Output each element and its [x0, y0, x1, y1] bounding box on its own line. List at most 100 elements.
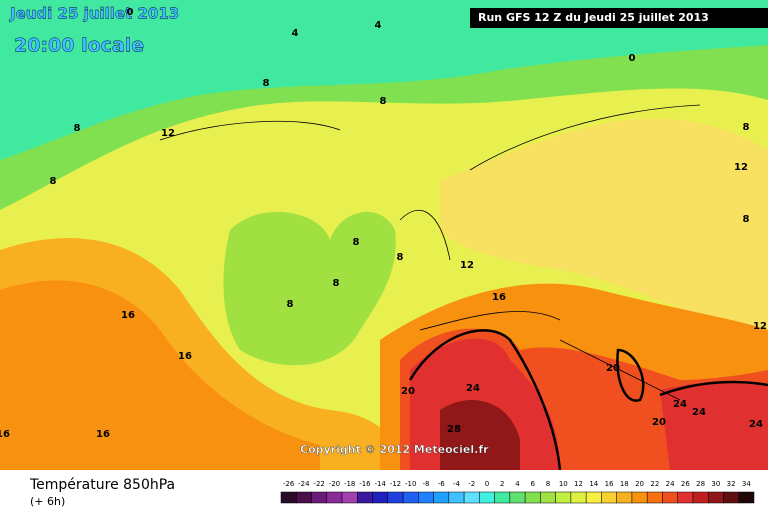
legend-tick: 32 [727, 480, 736, 488]
legend-swatch [585, 491, 602, 504]
contour-label: 8 [743, 214, 750, 225]
time: 20:00 locale [14, 35, 144, 57]
legend-tick: 10 [559, 480, 568, 488]
run-box [470, 8, 768, 28]
contour-label: 12 [753, 321, 767, 332]
contour-label: 8 [333, 278, 340, 289]
contour-20 [408, 329, 768, 471]
legend-swatch [387, 491, 404, 504]
legend-tick: 8 [546, 480, 550, 488]
legend-tick: -16 [359, 480, 371, 488]
legend-swatch [540, 491, 556, 504]
legend-swatch [524, 491, 541, 504]
legend-swatch [326, 491, 343, 504]
contour-label: 8 [287, 299, 294, 310]
legend-swatch [280, 491, 297, 504]
legend-swatch [692, 491, 709, 504]
contour-label: 8 [263, 78, 270, 89]
contour-label: 24 [673, 399, 687, 410]
contour-label: 16 [96, 429, 110, 440]
contour-label: 20 [652, 417, 666, 428]
legend-tick: 6 [531, 480, 536, 488]
legend-swatch [357, 491, 373, 504]
legend-swatch [646, 491, 663, 504]
legend-tick: 0 [485, 480, 489, 488]
legend-tick: 2 [500, 480, 504, 488]
legend-swatch [616, 491, 633, 504]
coastlines [159, 104, 701, 401]
legend-tick: 12 [574, 480, 583, 488]
legend-swatch [494, 491, 511, 504]
legend-swatch [738, 491, 755, 504]
legend-swatch [341, 491, 358, 504]
legend-tick: 16 [605, 480, 614, 488]
legend-tick: 14 [589, 480, 598, 488]
region [440, 400, 520, 470]
legend-swatch [372, 491, 389, 504]
footer-title: Température 850hPa [29, 477, 175, 493]
date: Jeudi 25 juillet 2013 [9, 5, 179, 23]
contour-label: 4 [375, 20, 382, 31]
contour-label: 24 [692, 407, 706, 418]
contour-labels: 0 4 4 0 8 8 8 12 8 8 12 8 8 8 12 8 8 16 12 16 16 20 20 24 24 24 28… [0, 7, 767, 440]
contour-label: 16 [0, 429, 10, 440]
legend-tick: 24 [666, 480, 675, 488]
contour-label: 12 [460, 260, 474, 271]
legend-swatch [677, 491, 694, 504]
legend-swatch [707, 491, 724, 504]
contour-label: 8 [353, 237, 360, 248]
contour-label: 8 [397, 252, 404, 263]
legend-tick: -24 [298, 480, 310, 488]
region [0, 280, 320, 470]
legend: -26 -24 -22 -20 -18 -16 -14 -12 -10 -8 -6 -4 -2 0 2 4 6 8… [280, 480, 755, 504]
legend-tick: 30 [711, 480, 720, 488]
legend-tick: -12 [390, 480, 401, 488]
contour-label: 28 [447, 424, 461, 435]
legend-tick: 18 [620, 480, 629, 488]
contour-label: 24 [466, 383, 480, 394]
legend-swatch [555, 491, 572, 504]
legend-tick: 4 [515, 480, 520, 488]
copyright: Copyright © 2012 Meteociel.fr [300, 443, 489, 456]
legend-tick: -10 [405, 480, 416, 488]
region [440, 118, 768, 340]
legend-swatch [509, 491, 526, 504]
run: Run GFS 12 Z du Jeudi 25 juillet 2013 [478, 11, 709, 24]
legend-swatch [631, 491, 648, 504]
contour-label: 16 [178, 351, 192, 362]
legend-tick: -18 [344, 480, 355, 488]
legend-tick: -20 [329, 480, 340, 488]
contour-label: 24 [749, 419, 763, 430]
legend-tick: 26 [681, 480, 690, 488]
legend-tick: -2 [468, 480, 475, 488]
legend-tick: -14 [374, 480, 386, 488]
contour-label: 4 [292, 28, 299, 39]
contour-label: 8 [50, 176, 57, 187]
legend-tick: 20 [635, 480, 644, 488]
contour-label: 8 [380, 96, 387, 107]
legend-tick: 34 [742, 480, 751, 488]
legend-tick: -8 [422, 480, 429, 488]
legend-tick: -6 [438, 480, 446, 488]
legend-swatch [418, 491, 434, 504]
legend-swatch [433, 491, 450, 504]
legend-tick: -26 [283, 480, 295, 488]
contour-label: 0 [629, 53, 636, 64]
contour-label: 20 [401, 386, 415, 397]
contour-label: 8 [743, 122, 750, 133]
contour-label: 12 [161, 128, 175, 139]
legend-swatch [448, 491, 465, 504]
legend-swatch [479, 491, 495, 504]
contour-label: 0 [127, 7, 134, 18]
contour-label: 16 [492, 292, 506, 303]
footer-lead: (+ 6h) [30, 495, 65, 508]
legend-swatch [662, 491, 678, 504]
contour-label: 20 [606, 363, 620, 374]
legend-swatch [723, 491, 739, 504]
legend-swatch [463, 491, 480, 504]
region [223, 211, 396, 366]
contour-label: 16 [121, 310, 135, 321]
legend-swatch [601, 491, 617, 504]
contour-label: 8 [74, 123, 81, 134]
legend-tick: -4 [453, 480, 461, 488]
